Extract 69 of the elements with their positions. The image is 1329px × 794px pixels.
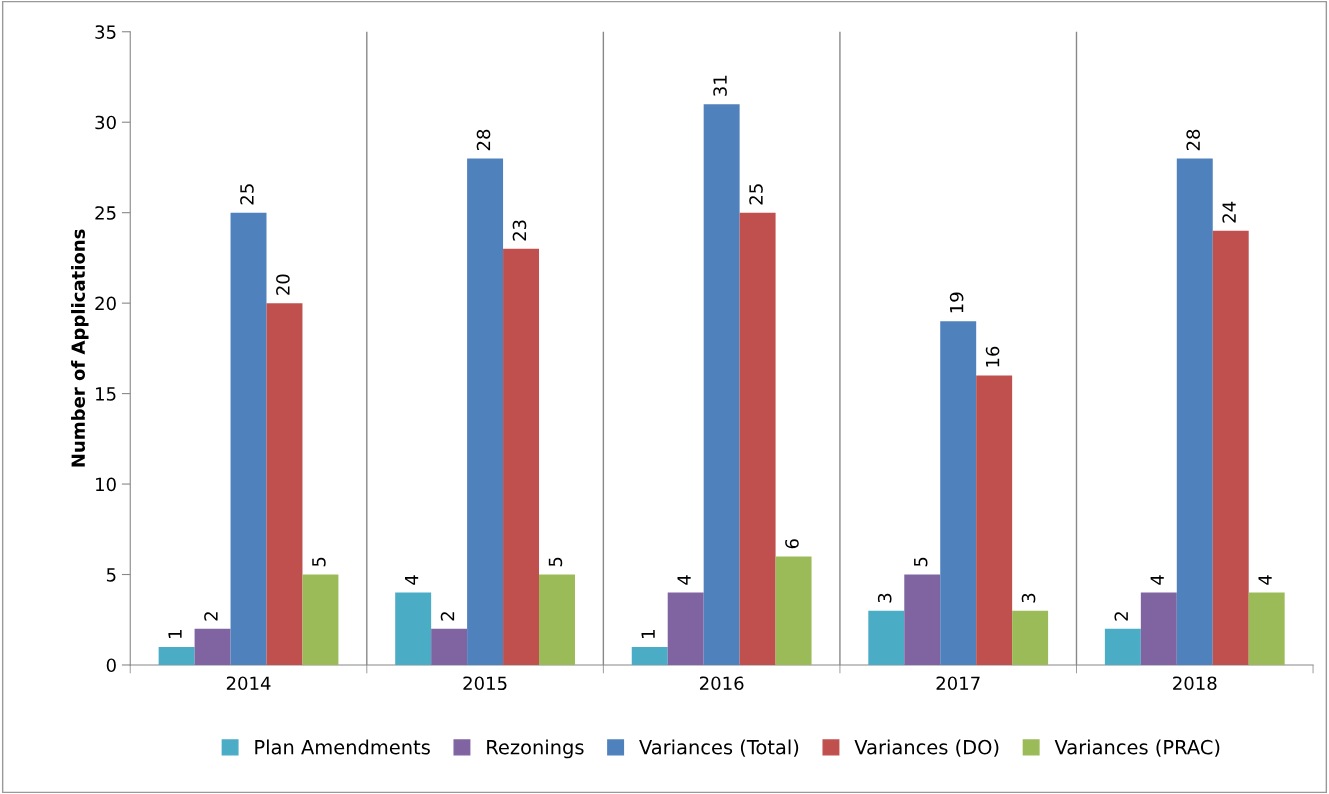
y-tick-label: 0: [106, 658, 116, 673]
bar: [940, 321, 977, 665]
legend-label: Variances (PRAC): [1054, 739, 1220, 757]
y-tick-label: 35: [95, 25, 116, 39]
bar: [868, 610, 905, 665]
bar: [904, 574, 941, 665]
bar: [158, 646, 195, 665]
legend-label: Variances (Total): [639, 739, 799, 757]
bar: [539, 574, 575, 665]
data-label: 2: [1114, 612, 1128, 621]
legend-label: Variances (DO): [854, 739, 999, 757]
y-tick-label: 5: [106, 568, 116, 582]
data-label: 28: [1186, 129, 1201, 151]
data-label: 5: [914, 557, 928, 567]
bar: [503, 248, 540, 665]
data-label: 4: [404, 575, 419, 585]
bar: [775, 556, 812, 665]
data-label: 3: [877, 593, 892, 603]
data-label: 2: [204, 612, 218, 621]
bar: [667, 592, 704, 665]
data-label: 28: [476, 129, 491, 151]
data-label: 4: [1150, 575, 1164, 585]
bar: [395, 592, 432, 665]
x-tick-label: 2014: [226, 676, 271, 691]
y-tick-label: 10: [96, 477, 116, 492]
x-tick-label: 2015: [463, 676, 507, 691]
bar: [631, 646, 668, 665]
data-label: 25: [240, 184, 254, 205]
bar: [194, 628, 231, 665]
bar: [1176, 158, 1213, 665]
data-label: 1: [641, 630, 655, 638]
y-tick-label: 30: [95, 115, 116, 130]
bar: [1104, 628, 1141, 665]
data-label: 19: [949, 292, 964, 313]
x-tick-label: 2017: [936, 676, 980, 691]
bar: [266, 303, 303, 665]
data-label: 23: [512, 220, 527, 241]
data-label: 16: [985, 346, 1000, 367]
data-label: 20: [276, 274, 290, 295]
bar: [739, 212, 776, 665]
bar: [1248, 592, 1285, 665]
bar: [1012, 610, 1049, 665]
data-label: 5: [548, 557, 563, 567]
bar: [976, 375, 1013, 665]
data-label: 31: [713, 75, 727, 96]
bar: [703, 104, 740, 665]
bar: [467, 158, 504, 665]
x-tick-label: 2018: [1173, 676, 1217, 691]
y-axis-title: Number of Applications: [71, 229, 89, 467]
bar: [302, 574, 339, 665]
x-tick-label: 2016: [699, 676, 744, 691]
data-label: 3: [1021, 593, 1036, 603]
bar: [431, 628, 468, 665]
data-label: 25: [749, 184, 763, 205]
legend-label: Plan Amendments: [255, 739, 430, 755]
y-tick-label: 15: [96, 387, 116, 401]
y-tick-label: 20: [95, 296, 116, 311]
data-label: 6: [785, 539, 799, 549]
data-label: 24: [1222, 201, 1236, 223]
data-label: 4: [1258, 575, 1272, 585]
bar: [1212, 230, 1249, 665]
legend-label: Rezonings: [487, 739, 584, 759]
data-label: 2: [440, 612, 455, 621]
data-label: 5: [312, 557, 326, 567]
bar: [230, 212, 267, 665]
y-tick-label: 25: [95, 206, 116, 220]
bar: [1140, 592, 1177, 665]
data-label: 4: [677, 575, 691, 585]
data-label: 1: [168, 630, 182, 638]
